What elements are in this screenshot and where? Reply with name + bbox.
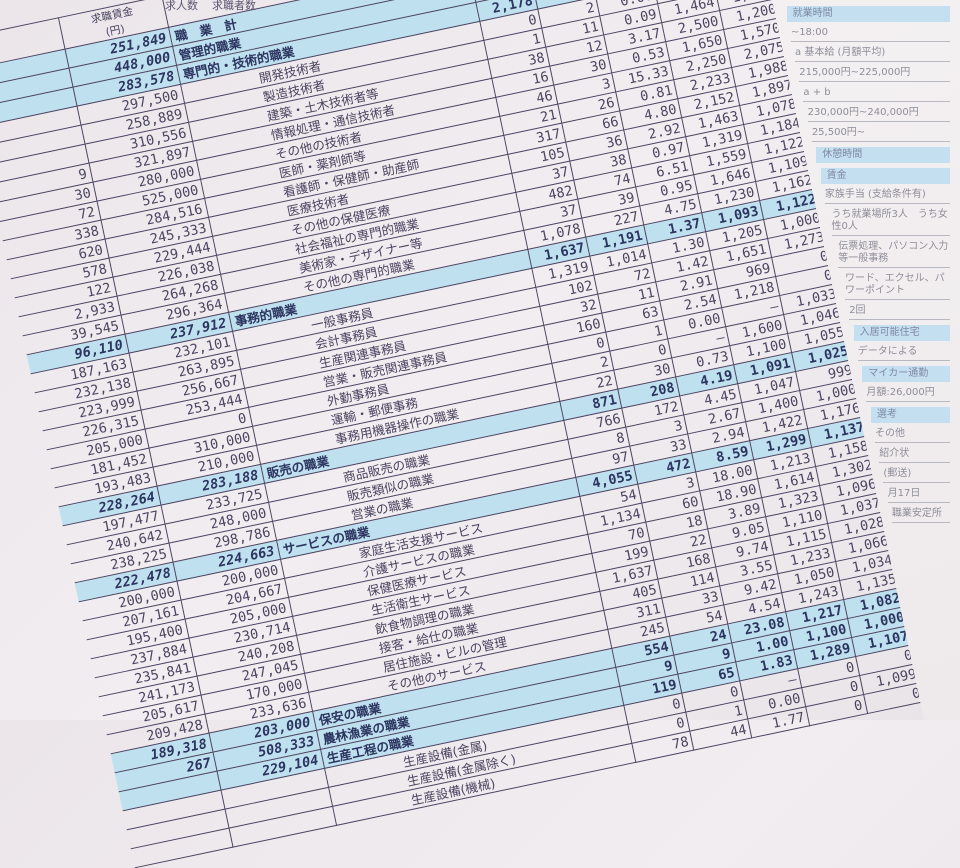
form-text: データによる <box>857 346 950 361</box>
form-text: 230,000円~240,000円 <box>807 107 950 122</box>
form-text: a + b <box>803 87 950 102</box>
header-openings: 求人数 <box>165 0 198 12</box>
form-text: 月額:26,000円 <box>866 387 950 402</box>
form-text: ~18:00 <box>790 27 950 42</box>
form-field-tag: 選考 <box>870 407 950 423</box>
form-text: うち就業場所3人 うち女性0人 <box>831 209 950 236</box>
form-text: その他 <box>875 428 950 443</box>
form-text: 家族手当 (支給条件有) <box>824 189 950 204</box>
form-field-tag: 入居可能住宅 <box>853 325 950 341</box>
job-offer-form: 就業時間 ~18:00 a 基本給 (月額平均) 215,000円~225,000円 a… <box>786 6 950 523</box>
form-field-tag: 休憩時間 <box>816 147 950 163</box>
form-text: ワード、エクセル、パワーポイント <box>845 273 950 300</box>
form-text: 25,500円~ <box>811 127 950 142</box>
header-seekers: 求職者数 <box>212 0 256 12</box>
form-text: (郵送) <box>883 468 950 483</box>
form-field-tag: マイカー通勤 <box>862 366 950 382</box>
form-field-tag: 就業時間 <box>786 6 950 22</box>
form-text: 伝票処理、パソコン入力等一般事務 <box>838 241 950 268</box>
form-text: 紹介状 <box>879 448 950 463</box>
form-text: 2回 <box>849 305 950 320</box>
form-text: a 基本給 (月額平均) <box>795 47 950 62</box>
form-field-tag: 賃金 <box>820 168 950 184</box>
form-text: 職業安定所 <box>891 508 950 523</box>
form-text: 月17日 <box>887 488 950 503</box>
form-text: 215,000円~225,000円 <box>799 67 950 82</box>
